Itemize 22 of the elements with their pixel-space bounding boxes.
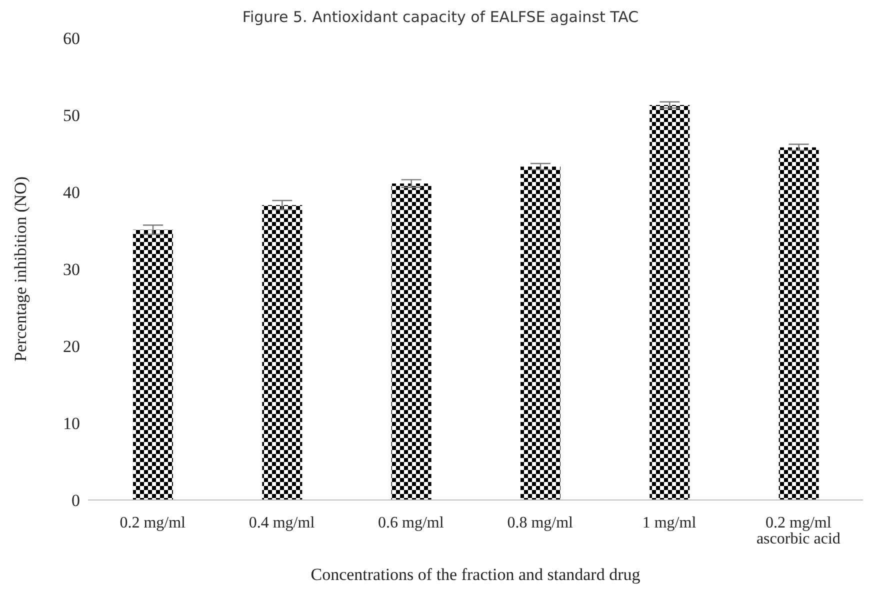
- y-tick-label: 60: [63, 29, 80, 48]
- bar: [133, 230, 173, 500]
- bar: [520, 166, 560, 500]
- x-tick-label: 0.6 mg/ml: [378, 514, 444, 532]
- chart-title: Figure 5. Antioxidant capacity of EALFSE against TAC: [241, 8, 640, 28]
- y-axis-title: Percentage inhibition (NO): [11, 176, 30, 362]
- bar: [778, 147, 819, 500]
- bar: [391, 184, 432, 500]
- y-tick-label: 10: [63, 414, 80, 434]
- y-tick-label: 20: [63, 337, 80, 356]
- x-tick-label: 1 mg/ml: [642, 514, 697, 532]
- x-tick-label: 0.4 mg/ml: [248, 514, 316, 532]
- x-tick-label: 0.8 mg/ml: [507, 514, 574, 532]
- bar: [650, 104, 690, 500]
- x-tick-label: 0.2 mg/ml: [120, 514, 186, 532]
- bar: [262, 205, 302, 500]
- x-tick-label: 0.2 mg/ml ascorbic acid: [756, 514, 840, 548]
- y-tick-label: 40: [63, 183, 80, 202]
- y-tick-label: 50: [63, 106, 80, 126]
- y-tick-label: 0: [72, 491, 80, 510]
- y-tick-label: 30: [63, 260, 80, 280]
- x-axis-title: Concentrations of the fraction and standard drug: [310, 565, 641, 584]
